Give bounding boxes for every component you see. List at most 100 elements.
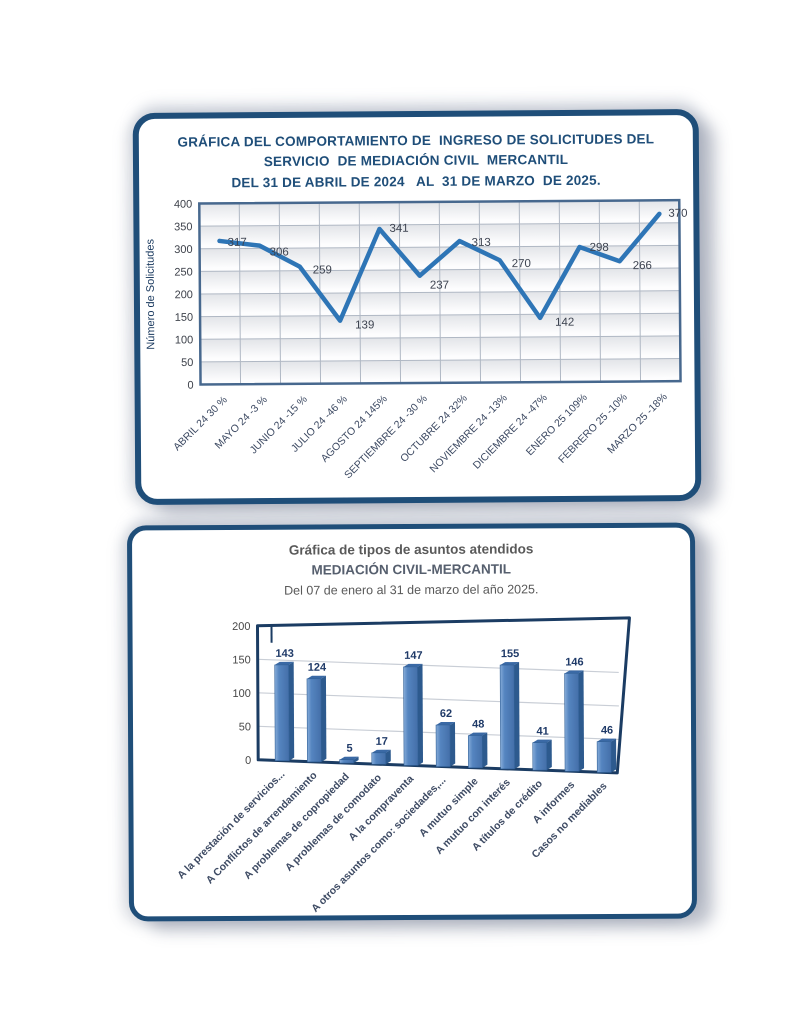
point-label: 237 — [430, 279, 449, 291]
line-chart-card: GRÁFICA DEL COMPORTAMIENTO DE INGRESO DE… — [132, 109, 702, 505]
line-chart-title-line3: DEL 31 DE ABRIL DE 2024 AL 31 DE MARZO D… — [231, 172, 601, 190]
bar-side — [353, 756, 359, 764]
x-tick-label: OCTUBRE 24 32% — [398, 392, 470, 464]
bar-top — [532, 739, 552, 743]
bar-value-label: 5 — [346, 743, 352, 755]
point-label: 370 — [668, 207, 687, 219]
y-tick-label: 200 — [232, 621, 250, 633]
bar-value-label: 124 — [308, 662, 327, 674]
point-label: 317 — [228, 236, 247, 248]
bar — [532, 742, 548, 771]
line-chart-title: GRÁFICA DEL COMPORTAMIENTO DE INGRESO DE… — [139, 129, 693, 194]
y-tick-label: 0 — [187, 379, 193, 391]
bar-top — [339, 756, 359, 760]
x-tick-label: A mutuo simple — [417, 776, 481, 840]
bar-side — [482, 732, 488, 768]
point-label: 266 — [633, 260, 652, 272]
x-tick-label: AGOSTO 24 145% — [319, 393, 390, 465]
y-tick-label: 150 — [175, 311, 193, 323]
y-tick-label: 350 — [174, 221, 192, 233]
bar-top — [436, 722, 456, 726]
y-tick-label: 50 — [181, 357, 193, 369]
bar-value-label: 41 — [536, 726, 548, 738]
point-label: 139 — [355, 319, 374, 331]
x-tick-label: NOVIEMBRE 24 -13% — [427, 392, 509, 475]
bar-side — [417, 664, 424, 766]
bar-chart: 0 50 100 150 200 143 124 5 17 147 62 48 155 41 146 46 A … — [175, 616, 631, 915]
bar — [403, 666, 419, 766]
bar-value-label: 143 — [275, 648, 293, 660]
point-label: 306 — [270, 246, 289, 258]
bar — [306, 678, 322, 763]
wall-frame — [255, 616, 631, 775]
bar-chart-card: Gráfica de tipos de asuntos atendidos ME… — [126, 522, 698, 922]
bar-value-label: 48 — [472, 719, 484, 731]
bar-side — [546, 739, 552, 771]
v-gridline — [358, 202, 362, 384]
v-gridline — [438, 201, 442, 383]
bar-value-label: 146 — [565, 657, 583, 669]
y-tick-label: 100 — [175, 334, 193, 346]
bar-value-label: 46 — [601, 725, 613, 737]
bar-top — [274, 662, 294, 666]
bar — [564, 673, 580, 772]
bar-side — [514, 662, 520, 770]
bar-side — [320, 675, 327, 763]
point-label: 298 — [590, 242, 609, 254]
line-chart: 0 50 100 150 200 250 300 350 400 Número de Solici… — [145, 198, 688, 481]
y-tick-label: 0 — [245, 755, 251, 767]
x-tick-label: DICIEMBRE 24 -47% — [471, 392, 550, 472]
v-gridline — [558, 200, 562, 382]
bar-value-label: 62 — [440, 708, 452, 720]
bar-top — [564, 670, 584, 674]
x-tick-label: FEBRERO 25 -10% — [556, 391, 630, 465]
bar — [274, 664, 290, 762]
series-line — [217, 211, 662, 323]
plot-border — [198, 198, 682, 386]
bar — [596, 741, 612, 774]
y-tick-label: 250 — [174, 266, 192, 278]
bar-top — [597, 738, 617, 742]
bar-side — [578, 670, 585, 772]
bar — [339, 759, 354, 764]
v-gridline — [278, 202, 282, 384]
v-gridline — [238, 202, 242, 384]
y-tick-label: 150 — [232, 655, 250, 667]
v-gridline — [398, 201, 402, 383]
bar-value-label: 147 — [404, 650, 422, 662]
point-label: 142 — [555, 316, 574, 328]
y-tick-label: 200 — [175, 289, 193, 301]
bar-side — [288, 662, 295, 761]
bar-side — [385, 750, 391, 765]
line-chart-title-line1: GRÁFICA DEL COMPORTAMIENTO DE INGRESO DE… — [177, 131, 655, 150]
bar-top — [468, 732, 488, 736]
y-tick-label: 300 — [174, 244, 192, 256]
bar-top — [371, 750, 391, 754]
bar-value-label: 17 — [376, 736, 388, 748]
bar-top — [403, 664, 423, 668]
point-label: 270 — [512, 258, 531, 270]
point-label: 259 — [313, 264, 332, 276]
bar — [371, 752, 387, 765]
y-axis-title: Número de Solicitudes — [145, 238, 158, 349]
bar — [499, 664, 515, 770]
bar — [467, 735, 483, 769]
v-gridline — [638, 200, 642, 382]
h-gridline — [257, 658, 619, 674]
point-label: 341 — [389, 223, 408, 235]
v-gridline — [598, 200, 602, 382]
bar-top — [500, 662, 520, 666]
bar-value-label: 155 — [501, 648, 519, 660]
y-tick-label: 400 — [174, 198, 192, 210]
bar — [435, 724, 451, 768]
bar-top — [306, 675, 326, 680]
bar-side — [450, 722, 456, 767]
y-tick-label: 50 — [239, 722, 251, 734]
v-gridline — [478, 201, 482, 383]
y-tick-label: 100 — [232, 688, 250, 700]
point-label: 313 — [472, 237, 491, 249]
bar-chart-title-line3: Del 07 de enero al 31 de marzo del año 2… — [284, 581, 539, 598]
bar-side — [611, 738, 617, 773]
bar-chart-title: Gráfica de tipos de asuntos atendidos ME… — [132, 539, 690, 601]
